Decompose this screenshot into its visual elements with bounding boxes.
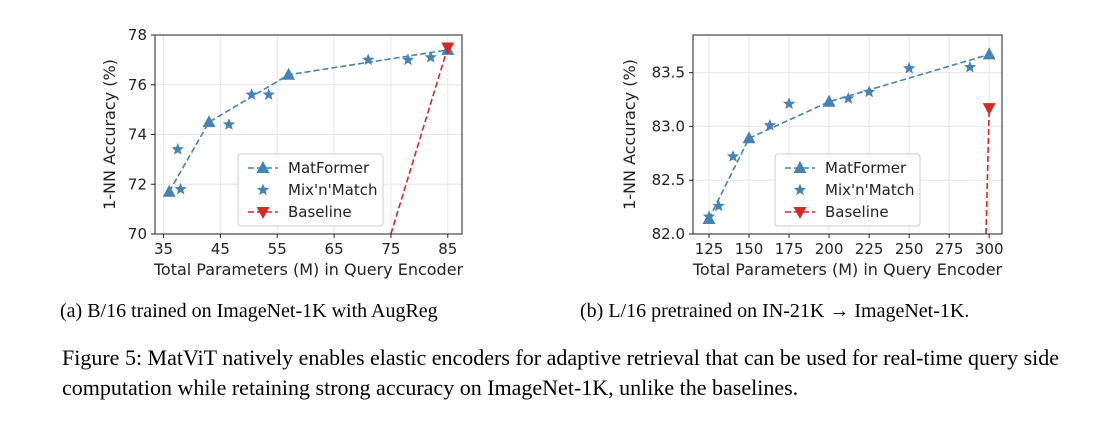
x-tick-label: 150 [735,240,764,258]
legend-entry: Mix'n'Match [256,181,378,199]
x-tick-label: 45 [211,240,230,258]
data-point [963,60,977,73]
x-tick-label: 55 [268,240,287,258]
legend: MatFormer Mix'n'Match Baseline [237,153,384,227]
data-point [171,142,184,155]
data-point [902,61,916,74]
data-point [842,91,855,104]
legend-marker [793,207,807,219]
y-tick-label: 82.0 [652,225,685,243]
data-point [822,94,836,107]
x-axis-label: Total Parameters (M) in Query Encoder [153,260,464,279]
data-point [424,50,437,63]
legend-marker [793,161,807,173]
legend-entry: MatFormer [248,159,370,177]
series-mix-n-match [171,50,437,195]
legend-entry: Baseline [248,203,352,221]
series-baseline [390,42,455,234]
y-axis-label: 1-NN Accuracy (%) [620,59,639,210]
caption-right: (b) L/16 pretrained on IN-21K → ImageNet… [580,300,970,322]
data-point [742,131,756,144]
legend-entry: Baseline [785,203,889,221]
legend: MatFormer Mix'n'Match Baseline [774,153,921,227]
legend-marker [256,183,270,196]
data-point [174,182,187,195]
x-tick-label: 225 [855,240,884,258]
legend-label: MatFormer [825,159,907,177]
data-point [262,88,275,100]
data-point [726,150,740,162]
legend-box [774,153,921,227]
series-line [708,53,990,220]
x-tick-label: 35 [154,240,173,258]
data-point [202,115,216,128]
series-line [985,108,990,234]
data-point [702,210,716,223]
data-point [222,118,236,130]
data-point [245,88,258,100]
x-tick-label: 85 [438,240,457,258]
plot-area [702,47,996,234]
caption-left: (a) B/16 trained on ImageNet-1K with Aug… [60,300,438,322]
chart-a: 35 45 55 65 75 85 70 72 74 76 78 Total Parameters (… [100,26,464,279]
x-axis-label: Total Parameters (M) in Query Encoder [692,260,1003,279]
y-tick-label: 72 [128,175,147,193]
axes-frame [692,34,1003,235]
y-axis-label: 1-NN Accuracy (%) [100,59,119,210]
figure-caption: Figure 5: MatViT natively enables elasti… [62,345,1060,400]
legend-marker [793,183,807,196]
series-baseline [982,103,996,234]
legend-label: Mix'n'Match [825,181,915,199]
data-point [862,85,876,98]
data-point [782,97,796,110]
data-point [982,103,996,116]
chart-b: 125 150 175 200 225 250 275 300 82.0 82.5 83.0 83.5… [620,34,1004,279]
data-point [441,42,455,55]
legend-marker [256,207,270,219]
legend-entry: Mix'n'Match [793,181,915,199]
series-mix-n-match [702,60,977,223]
data-point [282,67,296,80]
y-tick-label: 76 [128,76,147,94]
y-tick-label: 83.0 [652,117,685,135]
y-tick-label: 70 [128,225,147,243]
legend-entry: MatFormer [785,159,907,177]
y-tick-label: 74 [128,126,147,144]
x-tick-label: 275 [935,240,964,258]
x-tick-label: 250 [895,240,924,258]
series-line [390,47,449,234]
x-tick-label: 75 [381,240,400,258]
x-tick-label: 200 [815,240,844,258]
y-tick-label: 82.5 [652,171,685,189]
legend-label: MatFormer [288,159,370,177]
legend-label: Mix'n'Match [288,181,378,199]
y-tick-label: 83.5 [652,64,685,82]
y-tick-label: 78 [128,26,147,44]
data-point [401,53,415,66]
legend-box [237,153,384,227]
data-point [982,47,996,60]
data-point [763,118,777,131]
data-point [712,199,725,212]
x-tick-label: 125 [695,240,724,258]
plot-area [162,42,455,234]
data-point [362,53,375,66]
x-tick-label: 65 [325,240,344,258]
x-tick-label: 300 [975,240,1004,258]
legend-marker [256,161,270,173]
x-tick-label: 175 [775,240,804,258]
legend-label: Baseline [825,203,889,221]
legend-label: Baseline [288,203,352,221]
data-point [162,184,176,197]
